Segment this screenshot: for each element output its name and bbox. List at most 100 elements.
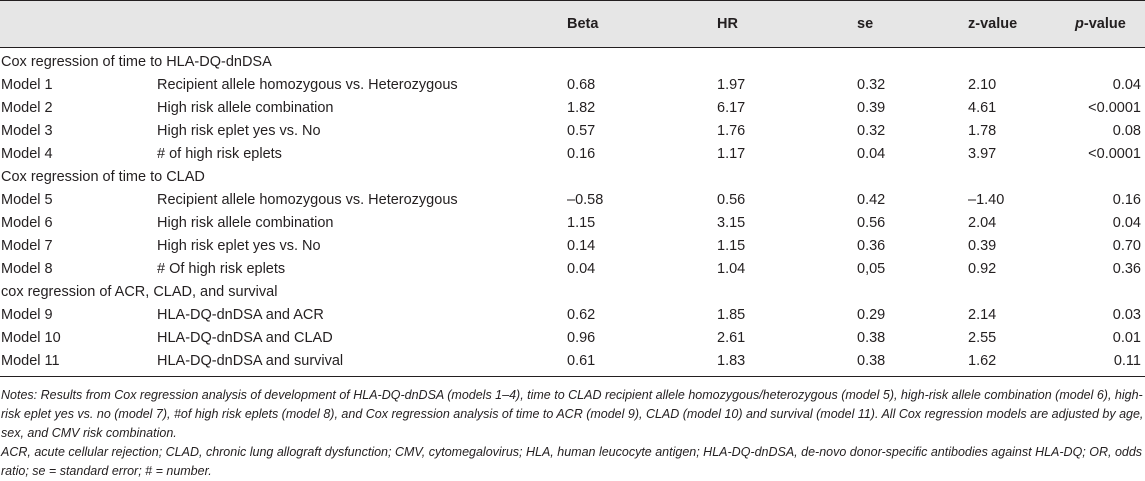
table-header: Beta HR se z-value p-value [0, 0, 1145, 48]
cell-beta: 0.57 [567, 123, 596, 139]
header-z-value: z-value [968, 16, 1018, 32]
section-title: cox regression of ACR, CLAD, and surviva… [1, 284, 278, 300]
table-row: Model 1 Recipient allele homozygous vs. H… [0, 74, 1145, 97]
cell-hr: 1.76 [717, 123, 746, 139]
cell-model: Model 3 [1, 123, 53, 139]
cell-p-value: <0.0001 [1088, 146, 1141, 162]
header-p-value: p-value [1075, 16, 1126, 32]
cell-model: Model 6 [1, 215, 53, 231]
cell-z-value: 1.62 [968, 353, 997, 369]
cell-hr: 1.97 [717, 77, 746, 93]
cell-hr: 1.04 [717, 261, 746, 277]
cell-description: HLA-DQ-dnDSA and ACR [157, 307, 324, 323]
cell-se: 0.04 [857, 146, 886, 162]
table-row: Model 10 HLA-DQ-dnDSA and CLAD 0.96 2.61 0.3… [0, 327, 1145, 350]
cell-se: 0.32 [857, 123, 886, 139]
cell-hr: 1.85 [717, 307, 746, 323]
cell-p-value: 0.16 [1112, 192, 1141, 208]
cell-model: Model 1 [1, 77, 53, 93]
cell-model: Model 5 [1, 192, 53, 208]
cell-p-value: 0.04 [1112, 215, 1141, 231]
header-beta: Beta [567, 16, 599, 32]
table-row: Model 8 # Of high risk eplets 0.04 1.04 0,05… [0, 258, 1145, 281]
cell-hr: 6.17 [717, 100, 746, 116]
cell-z-value: 2.14 [968, 307, 997, 323]
section-title: Cox regression of time to CLAD [1, 169, 205, 185]
table-row: Model 5 Recipient allele homozygous vs. H… [0, 189, 1145, 212]
cell-p-value: 0.01 [1112, 330, 1141, 346]
table-row: Model 11 HLA-DQ-dnDSA and survival 0.61 1.8… [0, 350, 1145, 373]
cell-p-value: 0.36 [1112, 261, 1141, 277]
cell-hr: 3.15 [717, 215, 746, 231]
cell-z-value: 0.92 [968, 261, 997, 277]
cell-z-value: –1.40 [968, 192, 1005, 208]
cell-description: High risk eplet yes vs. No [157, 123, 321, 139]
cell-beta: 0.04 [567, 261, 596, 277]
cell-hr: 1.15 [717, 238, 746, 254]
cell-hr: 2.61 [717, 330, 746, 346]
header-hr: HR [717, 16, 738, 32]
cell-se: 0.39 [857, 100, 886, 116]
notes-abbreviations: ACR, acute cellular rejection; CLAD, chr… [1, 445, 1143, 478]
cell-beta: 1.82 [567, 100, 596, 116]
cell-model: Model 8 [1, 261, 53, 277]
cell-se: 0.38 [857, 353, 886, 369]
cell-hr: 1.83 [717, 353, 746, 369]
cell-se: 0.38 [857, 330, 886, 346]
cell-description: High risk allele combination [157, 100, 334, 116]
cell-beta: 0.96 [567, 330, 596, 346]
table-row: Model 6 High risk allele combination 1.15 3… [0, 212, 1145, 235]
cell-se: 0.36 [857, 238, 886, 254]
cell-p-value: 0.08 [1112, 123, 1141, 139]
cell-model: Model 11 [1, 353, 60, 369]
cell-beta: 1.15 [567, 215, 596, 231]
cell-model: Model 7 [1, 238, 53, 254]
cell-se: 0.42 [857, 192, 886, 208]
cell-se: 0.32 [857, 77, 886, 93]
cell-z-value: 4.61 [968, 100, 997, 116]
table-row: Model 9 HLA-DQ-dnDSA and ACR 0.62 1.85 0.29 2… [0, 304, 1145, 327]
cell-description: High risk allele combination [157, 215, 334, 231]
cell-description: # Of high risk eplets [157, 261, 286, 277]
cell-description: HLA-DQ-dnDSA and CLAD [157, 330, 333, 346]
cell-p-value: <0.0001 [1088, 100, 1141, 116]
table-notes: Notes: Results from Cox regression analy… [0, 377, 1145, 481]
cell-hr: 0.56 [717, 192, 746, 208]
table-row: Model 3 High risk eplet yes vs. No 0.57 1.7… [0, 120, 1145, 143]
cell-description: # of high risk eplets [157, 146, 282, 162]
section-title: Cox regression of time to HLA-DQ-dnDSA [1, 54, 272, 70]
cell-description: High risk eplet yes vs. No [157, 238, 321, 254]
cell-beta: 0.14 [567, 238, 596, 254]
table-body: Cox regression of time to HLA-DQ-dnDSA Mo… [0, 48, 1145, 373]
cell-beta: 0.61 [567, 353, 596, 369]
cell-z-value: 2.04 [968, 215, 997, 231]
cell-se: 0,05 [857, 261, 886, 277]
cell-p-value: 0.70 [1112, 238, 1141, 254]
cell-model: Model 10 [1, 330, 61, 346]
cell-model: Model 4 [1, 146, 53, 162]
cell-z-value: 1.78 [968, 123, 997, 139]
cell-hr: 1.17 [717, 146, 746, 162]
table-row: Model 2 High risk allele combination 1.82 6… [0, 97, 1145, 120]
cell-beta: 0.68 [567, 77, 596, 93]
cell-description: HLA-DQ-dnDSA and survival [157, 353, 344, 369]
cell-p-value: 0.04 [1112, 77, 1141, 93]
notes-main: Notes: Results from Cox regression analy… [1, 388, 1144, 440]
cell-model: Model 9 [1, 307, 53, 323]
table-row: Model 7 High risk eplet yes vs. No 0.14 1.1… [0, 235, 1145, 258]
cell-beta: 0.62 [567, 307, 596, 323]
table-row: Model 4 # of high risk eplets 0.16 1.17 0.04… [0, 143, 1145, 166]
cell-beta: 0.16 [567, 146, 596, 162]
cell-z-value: 2.10 [968, 77, 997, 93]
table-bottom-rule [0, 376, 1145, 377]
header-se: se [857, 16, 874, 32]
cell-p-value: 0.11 [1113, 353, 1141, 369]
header-p-letter: p [1075, 16, 1084, 32]
cell-z-value: 0.39 [968, 238, 997, 254]
cell-description: Recipient allele homozygous vs. Heterozy… [157, 77, 458, 93]
cell-p-value: 0.03 [1112, 307, 1141, 323]
cell-se: 0.29 [857, 307, 886, 323]
header-p-suffix: -value [1083, 16, 1126, 32]
cell-z-value: 2.55 [968, 330, 997, 346]
